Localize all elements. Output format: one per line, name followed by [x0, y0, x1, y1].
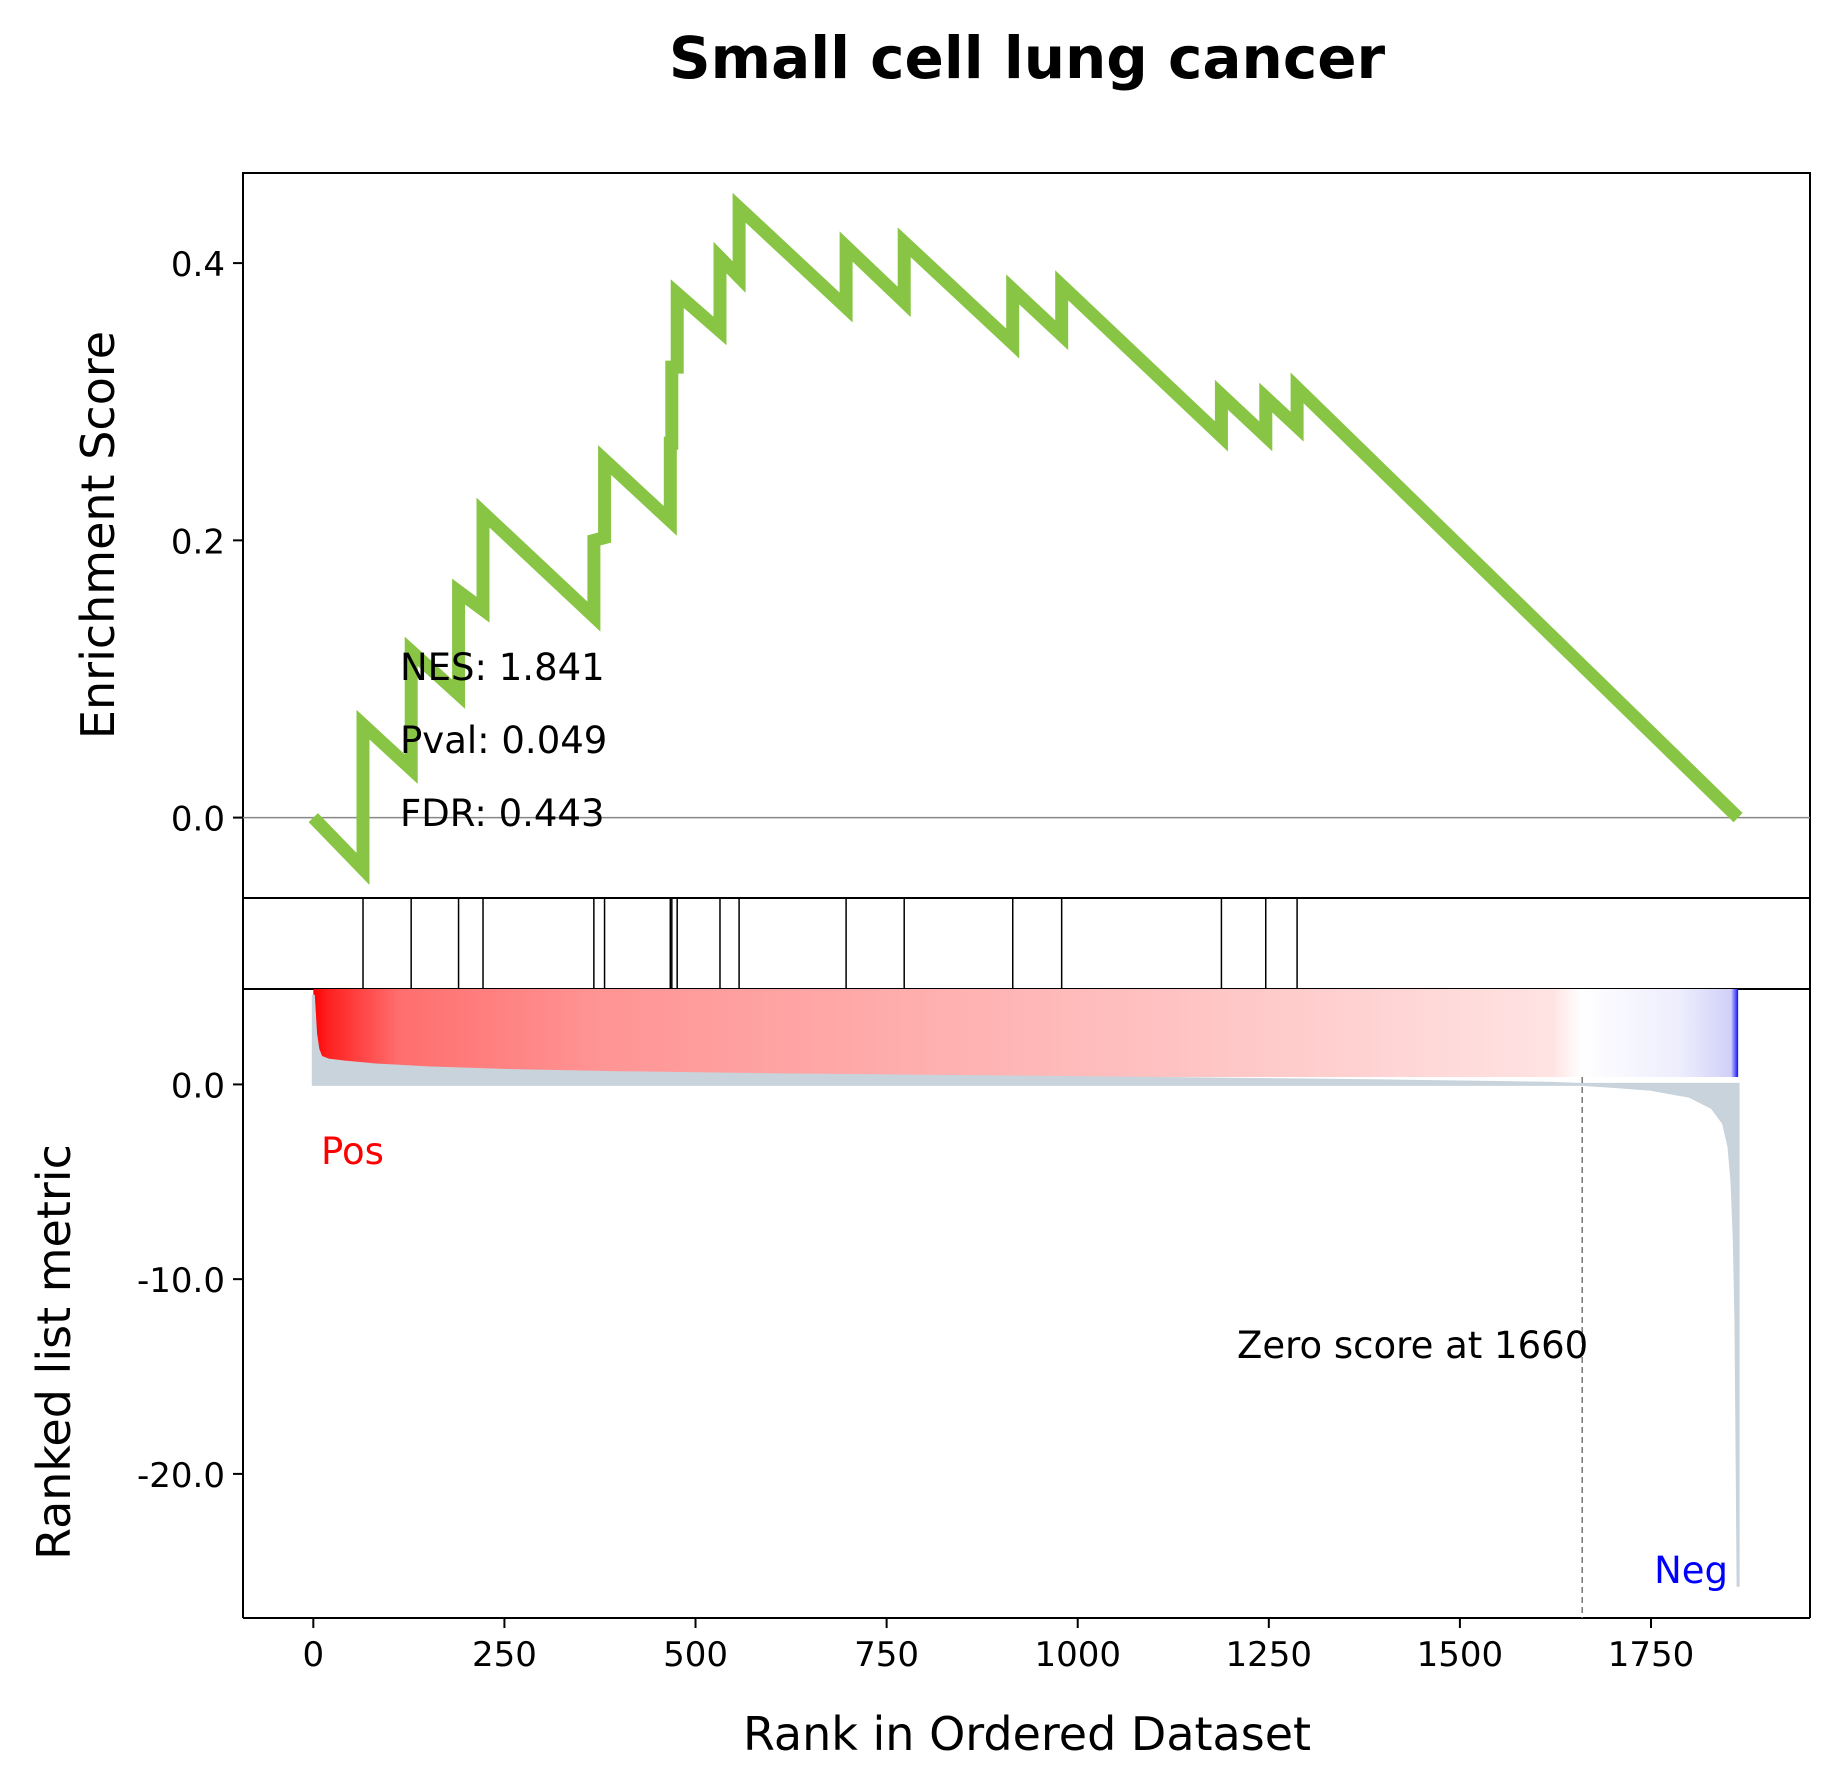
ranked-metric-panel: Zero score at 1660 Pos Neg 0.0 -10.0 -20.0… — [27, 988, 1811, 1619]
enrichment-y-tick-label: 0.0 — [171, 800, 225, 840]
ranked-metric-area — [311, 994, 1740, 1587]
hit-markers — [362, 898, 1298, 989]
enrichment-score-line — [308, 192, 1743, 885]
x-tick-label: 500 — [663, 1635, 728, 1675]
enrichment-y-tick-label: 0.2 — [171, 522, 225, 562]
stat-pval: Pval: 0.049 — [400, 719, 607, 762]
hits-axes-frame — [242, 897, 1811, 990]
chart-title: Small cell lung cancer — [669, 24, 1386, 92]
zero-score-label: Zero score at 1660 — [1237, 1324, 1588, 1367]
gene-hits-panel — [242, 897, 1811, 990]
x-tick-label: 250 — [472, 1635, 537, 1675]
x-tick-label: 0 — [303, 1635, 325, 1675]
stat-fdr: FDR: 0.443 — [400, 792, 605, 835]
x-tick-label: 1000 — [1034, 1635, 1121, 1675]
neg-label: Neg — [1654, 1549, 1728, 1592]
x-tick-label: 1750 — [1608, 1635, 1695, 1675]
x-axis-label: Rank in Ordered Dataset — [743, 1707, 1311, 1761]
ranked-y-tick-label: -10.0 — [137, 1261, 225, 1301]
stat-nes: NES: 1.841 — [400, 646, 605, 689]
ranked-y-axis-label: Ranked list metric — [27, 1144, 81, 1560]
enrichment-y-axis-label: Enrichment Score — [71, 331, 125, 739]
x-tick-label: 1250 — [1226, 1635, 1313, 1675]
enrichment-panel: 0.0 0.2 0.4 Enrichment Score NES: 1.841 Pv… — [71, 172, 1811, 899]
x-tick-label: 750 — [854, 1635, 919, 1675]
ranked-y-tick-label: 0.0 — [171, 1066, 225, 1106]
ranked-y-ticks: 0.0 -10.0 -20.0 — [137, 1066, 243, 1496]
x-tick-label: 1500 — [1417, 1635, 1504, 1675]
x-axis-ticks: 0 250 500 750 1000 1250 1500 1750 — [303, 1618, 1695, 1675]
ranked-y-tick-label: -20.0 — [137, 1456, 225, 1496]
rank-color-bar — [313, 989, 1739, 1077]
enrichment-y-tick-label: 0.4 — [171, 245, 225, 285]
pos-label: Pos — [321, 1130, 384, 1173]
enrichment-y-ticks: 0.0 0.2 0.4 — [171, 245, 243, 840]
